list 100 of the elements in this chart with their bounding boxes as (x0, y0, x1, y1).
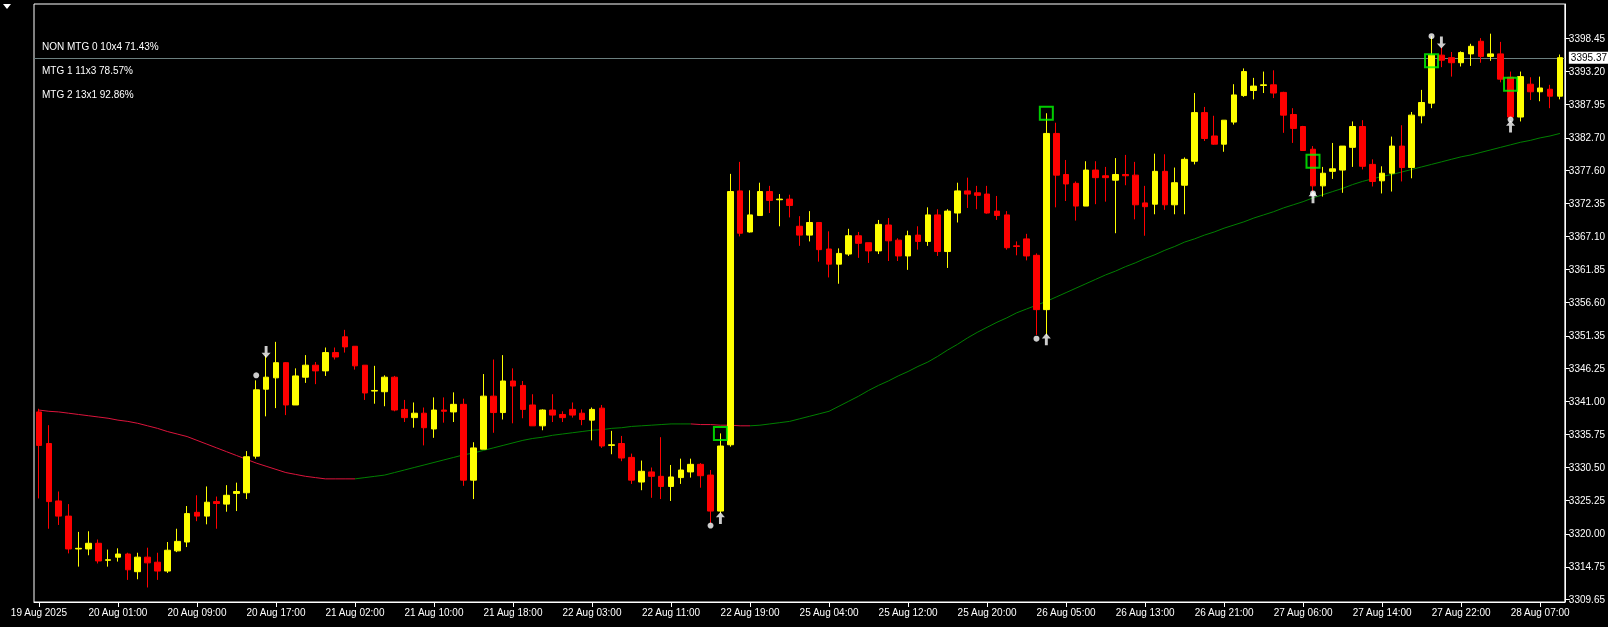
candlestick (1063, 159, 1069, 202)
x-tick-label: 19 Aug 2025 (10, 606, 68, 618)
candlestick (243, 450, 250, 500)
candlestick (1270, 69, 1277, 99)
candlestick (204, 485, 210, 525)
candlestick (964, 177, 971, 209)
point (1424, 53, 1440, 69)
y-tick-label: 3398.45 (1568, 32, 1606, 44)
y-tick-label: 3367.10 (1568, 230, 1606, 242)
x-tick-label: 28 Aug 07:00 (1510, 606, 1571, 618)
point (253, 372, 260, 379)
candlestick (1527, 76, 1534, 101)
candlestick (1083, 160, 1089, 207)
y-tick-label: 3351.35 (1568, 330, 1606, 342)
candlestick (737, 161, 743, 237)
candlestick (233, 482, 240, 512)
candlestick (648, 467, 655, 499)
candlestick (569, 401, 576, 419)
candlestick (1280, 91, 1287, 134)
candlestick (934, 208, 941, 257)
candlestick (312, 361, 319, 385)
candlestick (46, 424, 52, 530)
x-tick-label: 22 Aug 11:00 (641, 606, 701, 618)
candlestick (223, 484, 230, 513)
candlestick (450, 391, 457, 423)
candlestick (134, 552, 141, 580)
y-tick-label: 3320.00 (1568, 528, 1606, 540)
candlestick (529, 393, 536, 427)
point (712, 425, 728, 441)
y-tick-label: 3335.75 (1568, 428, 1606, 440)
candlestick (1329, 142, 1336, 180)
point (1041, 333, 1051, 346)
point (261, 345, 271, 358)
candlestick (154, 552, 161, 581)
candlestick (1359, 119, 1366, 170)
candlestick (628, 453, 635, 485)
x-tick-label: 27 Aug 06:00 (1273, 606, 1334, 618)
candlestick (915, 225, 921, 251)
y-tick-label: 3330.50 (1568, 462, 1606, 473)
x-tick-label: 26 Aug 13:00 (1115, 606, 1176, 618)
y-tick-label: 3346.25 (1568, 362, 1606, 374)
candlestick (1468, 43, 1474, 67)
candlestick (1389, 136, 1395, 193)
candlestick (895, 237, 902, 262)
candlestick (1260, 71, 1267, 94)
y-tick-label: 3309.65 (1568, 593, 1606, 605)
candlestick (1142, 185, 1148, 237)
point (1305, 153, 1321, 169)
candlestick (1004, 210, 1010, 251)
candlestick (974, 185, 981, 210)
candlestick (589, 407, 595, 441)
candlestick (579, 408, 585, 426)
x-tick-label: 26 Aug 21:00 (1194, 606, 1255, 618)
candlestick (668, 464, 674, 502)
point (1503, 76, 1519, 92)
candlestick (401, 399, 408, 423)
y-tick-label: 3377.60 (1568, 164, 1606, 176)
candlestick (1418, 89, 1425, 124)
line-series (749, 132, 1561, 427)
candlestick (1458, 50, 1464, 68)
line-series (38, 409, 356, 480)
candlestick (520, 380, 526, 419)
candlestick (85, 530, 92, 556)
candlestick (144, 547, 151, 588)
candlestick (1448, 51, 1455, 78)
point (1506, 120, 1516, 133)
candlestick (1023, 233, 1030, 261)
x-tick-label: 25 Aug 20:00 (957, 606, 1017, 618)
point (1436, 36, 1446, 49)
candlestick (115, 547, 121, 563)
annotation: MTG 1 11x3 78.57% (42, 64, 134, 76)
candlestick (371, 365, 378, 405)
candlestick (421, 407, 427, 446)
candlestick (678, 458, 684, 485)
candlestick (984, 185, 990, 215)
point (707, 522, 714, 529)
candlestick (944, 208, 951, 269)
candlestick (362, 364, 368, 401)
candlestick (1408, 111, 1415, 179)
candlestick (855, 231, 862, 259)
candlestick (1191, 92, 1198, 165)
candlestick (1497, 41, 1504, 83)
candlestick (1379, 165, 1385, 194)
candlestick (411, 401, 418, 429)
candlestick (1013, 240, 1020, 256)
candlestick (1428, 35, 1435, 109)
candlestick (994, 195, 1000, 221)
candlestick (1132, 161, 1139, 220)
candlestick (1122, 154, 1129, 186)
candlestick (954, 182, 961, 223)
x-tick-label: 21 Aug 10:00 (404, 606, 464, 618)
candlestick (164, 541, 171, 574)
x-tick-label: 21 Aug 18:00 (483, 606, 543, 618)
candlestick (1053, 122, 1060, 208)
candlestick (559, 410, 566, 423)
candlestick (292, 367, 299, 406)
candlestick (125, 552, 131, 581)
candlestick (500, 354, 506, 421)
y-tick-label: 3356.60 (1568, 297, 1606, 309)
x-tick-label: 27 Aug 22:00 (1431, 606, 1492, 618)
